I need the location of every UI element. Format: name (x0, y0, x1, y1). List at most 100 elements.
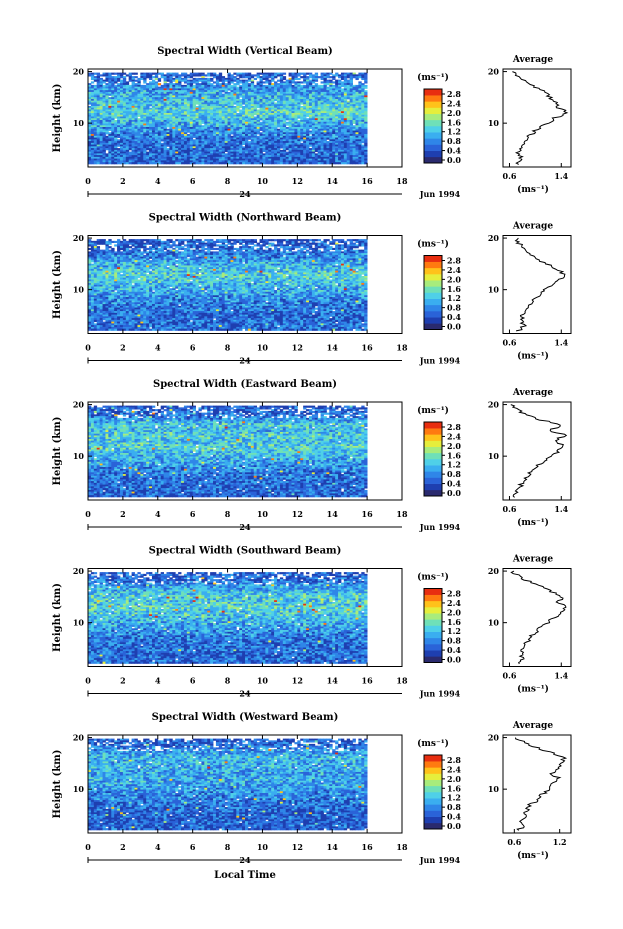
colorbar-swatch (424, 89, 442, 95)
heatmap-cell (233, 102, 236, 104)
heatmap-cell (300, 139, 303, 141)
heatmap-cell (152, 73, 155, 75)
heatmap-cell (338, 162, 341, 164)
heatmap-cell (355, 78, 358, 80)
heatmap-cell (108, 162, 111, 164)
heatmap-cell (355, 162, 358, 164)
heatmap-cell (315, 239, 318, 241)
heatmap-cell (91, 78, 94, 80)
heatmap-cell (219, 80, 222, 82)
colorbar-swatch (424, 157, 442, 163)
heatmap-cell (161, 162, 164, 164)
heatmap-cell (283, 239, 286, 241)
heatmap-cell (181, 74, 184, 76)
heatmap-cell (233, 162, 236, 164)
heatmap-cell (254, 78, 257, 80)
heatmap-cell (230, 239, 233, 241)
x-tick-label: 18 (396, 176, 408, 186)
heatmap-cell (321, 162, 324, 164)
heatmap-cell (230, 162, 233, 164)
heatmap-cell (283, 73, 286, 75)
heatmap-cell (257, 162, 260, 164)
profile-y-tick-label: 10 (488, 118, 500, 128)
heatmap-cell (103, 74, 106, 76)
heatmap-cell (158, 83, 161, 85)
heatmap-cell (164, 162, 167, 164)
heatmap-cell (97, 162, 100, 164)
heatmap-cell (341, 162, 344, 164)
heatmap-cell (277, 74, 280, 76)
heatmap-cell (236, 162, 239, 164)
heatmap-cell (300, 102, 303, 104)
heatmap-cell (289, 162, 292, 164)
heatmap-cell (193, 74, 196, 76)
heatmap-cell (129, 162, 132, 164)
heatmap-cell (248, 80, 251, 82)
heatmap-cell (135, 76, 138, 78)
heatmap-cell (126, 162, 129, 164)
heatmap-cell (193, 136, 196, 138)
heatmap-cell (198, 162, 201, 164)
x-tick-label: 14 (327, 176, 339, 186)
heatmap-cell (204, 239, 207, 241)
colorbar-unit: (ms⁻¹) (417, 72, 449, 83)
heatmap-cell (103, 162, 106, 164)
heatmap-cell (105, 148, 108, 150)
heatmap-cell (254, 241, 257, 243)
profile-line (512, 72, 567, 165)
heatmap-cell (152, 76, 155, 78)
heatmap-cell (117, 80, 120, 82)
heatmap-cell (350, 162, 353, 164)
heatmap-cell (361, 162, 364, 164)
heatmap-cell (129, 148, 132, 150)
heatmap-cell (318, 162, 321, 164)
heatmap-cell (196, 162, 199, 164)
heatmap-cell (120, 76, 123, 78)
heatmap-cell (201, 122, 204, 124)
heatmap-cell (257, 106, 260, 108)
heatmap-cell (210, 74, 213, 76)
heatmap-cell (91, 162, 94, 164)
heatmap-cell (111, 73, 114, 75)
heatmap-cell (172, 80, 175, 82)
heatmap-cell (280, 162, 283, 164)
heatmap-cell (233, 73, 236, 75)
heatmap-cell (207, 74, 210, 76)
x-tick-label: 10 (257, 176, 269, 186)
profile-title: Average (512, 55, 553, 65)
colorbar-swatch (424, 114, 442, 120)
heatmap-cell (274, 239, 277, 241)
profile-x-tick-label: 0.6 (503, 171, 517, 181)
heatmap-cell (228, 162, 231, 164)
heatmap-cell (146, 162, 149, 164)
heatmap-cell (198, 80, 201, 82)
heatmap-cell (184, 239, 187, 241)
heatmap-cell (283, 78, 286, 80)
heatmap-cell (167, 125, 170, 127)
heatmap-cell (353, 76, 356, 78)
heatmap-cell (181, 80, 184, 82)
heatmap-cell (248, 162, 251, 164)
heatmap-cell (108, 94, 111, 96)
heatmap-cell (300, 162, 303, 164)
heatmap-cell (117, 145, 120, 147)
heatmap-cell (201, 162, 204, 164)
heatmap-cell (187, 76, 190, 78)
heatmap-cell (161, 139, 164, 141)
heatmap-cell (132, 162, 135, 164)
heatmap-cell (242, 162, 245, 164)
heatmap-cell (143, 162, 146, 164)
heatmap-cell (251, 76, 254, 78)
heatmap-cell (245, 162, 248, 164)
heatmap-cell (294, 78, 297, 80)
heatmap-cell (364, 81, 367, 83)
heatmap-cell (137, 115, 140, 117)
heatmap-cell (149, 104, 152, 106)
heatmap-cell (353, 239, 356, 241)
heatmap-cell (135, 73, 138, 75)
heatmap-cell (178, 162, 181, 164)
heatmap-cell (219, 241, 222, 243)
profile-frame (503, 69, 571, 167)
heatmap-cell (111, 162, 114, 164)
heatmap-cell (175, 239, 178, 241)
